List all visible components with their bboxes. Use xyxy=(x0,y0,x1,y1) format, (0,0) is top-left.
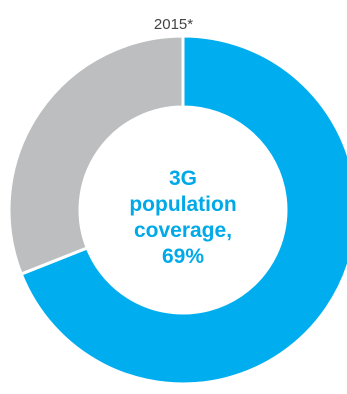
slice-remainder xyxy=(7,34,185,277)
center-label-line-1: 3G xyxy=(168,167,197,190)
center-label: 3G population coverage, 69% xyxy=(103,166,263,270)
center-label-line-2: population xyxy=(129,193,237,216)
chart-subtitle-year: 2015* xyxy=(153,16,194,33)
center-label-line-3: coverage, xyxy=(133,219,233,242)
center-label-line-4: 69% xyxy=(161,245,205,268)
slice-3g-coverage xyxy=(19,34,347,386)
